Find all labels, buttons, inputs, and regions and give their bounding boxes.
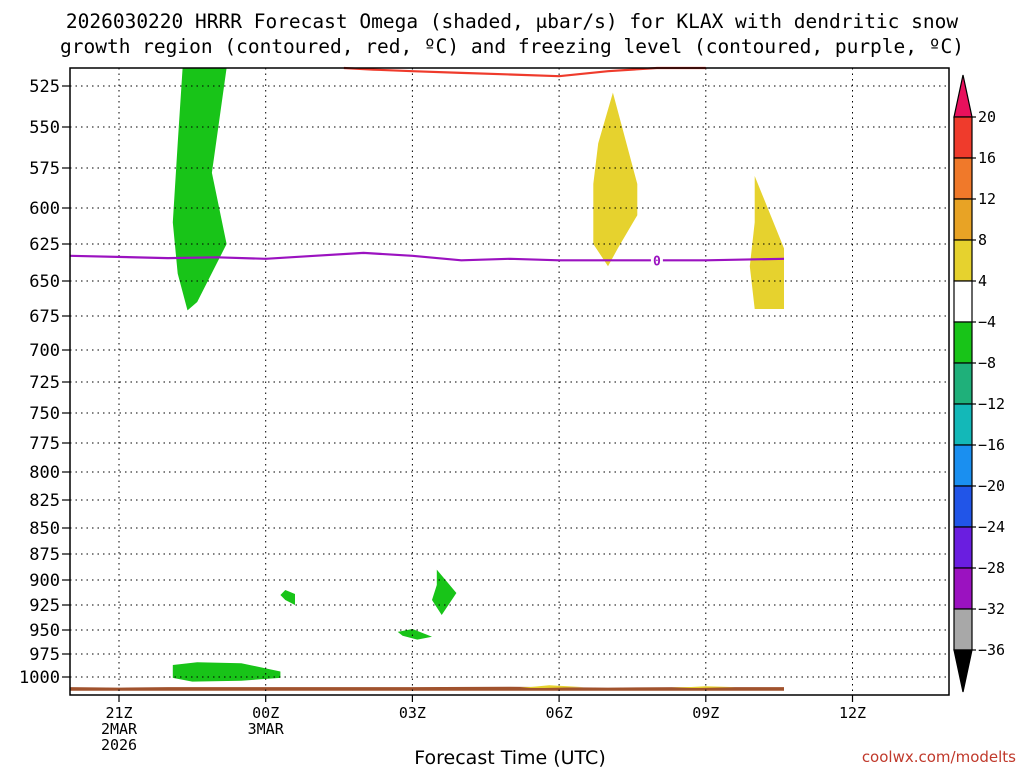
colorbar-label: 4 [978,272,987,290]
colorbar-band [953,239,973,282]
colorbar-label: −20 [978,477,1005,495]
colorbar-band [953,485,973,528]
pressure-axis: 525 550 575 600 625 650 675 700 725 750 775 800 825 8… [19,77,70,688]
y-tick-label: 650 [29,272,60,292]
y-tick-label: 850 [29,519,60,539]
colorbar-label: −16 [978,436,1005,454]
x-tick-label: 12Z [839,704,866,722]
freezing-level-label: 0 [653,254,661,269]
x-tick-label: 2026 [101,736,137,754]
omega-region-negative-2 [172,662,281,682]
y-tick-label: 625 [29,235,60,255]
dgz-contour-line [343,66,706,78]
x-tick-label: 3MAR [248,720,285,738]
y-tick-label: 925 [29,596,60,616]
terrain-fill [70,686,785,691]
colorbar: 20 16 12 8 4 −4 −8 −12 −16 −20 −24 −28 −32 −36 [953,74,1005,693]
y-tick-label: 975 [29,645,60,665]
colorbar-label: 8 [978,231,987,249]
source-credit: coolwx.com/modelts [862,748,1016,766]
colorbar-label: −28 [978,559,1005,577]
omega-region-positive-7 [749,176,784,309]
x-tick-label: 03Z [399,704,426,722]
colorbar-top-arrow [953,74,973,118]
y-tick-label: 700 [29,341,60,361]
colorbar-band [953,362,973,405]
colorbar-label: 20 [978,108,996,126]
contour-label-bg [650,252,663,267]
y-tick-label: 900 [29,571,60,591]
colorbar-label: 12 [978,190,996,208]
colorbar-band [953,116,973,159]
y-tick-label: 750 [29,404,60,424]
colorbar-bottom-arrow [953,649,973,693]
y-tick-label: 550 [29,118,60,138]
colorbar-band [953,321,973,364]
colorbar-band [953,198,973,241]
colorbar-band [953,157,973,200]
colorbar-band [953,444,973,487]
x-tick-label: 2MAR [101,720,138,738]
y-tick-label: 1000 [19,668,60,688]
omega-region-negative-3 [280,590,295,605]
colorbar-label: 16 [978,149,996,167]
colorbar-label: −32 [978,600,1005,618]
omega-region-positive-8 [520,685,584,688]
x-tick-label: 06Z [546,704,573,722]
colorbar-band [953,280,973,323]
chart-title-line2: growth region (contoured, red, ºC) and f… [60,35,964,58]
y-tick-label: 775 [29,434,60,454]
chart-title-line1: 2026030220 HRRR Forecast Omega (shaded, … [66,10,958,33]
colorbar-band [953,608,973,651]
x-tick-label: 21Z [105,704,132,722]
y-tick-label: 600 [29,199,60,219]
colorbar-band [953,567,973,610]
y-tick-label: 525 [29,77,60,97]
y-tick-label: 725 [29,373,60,393]
colorbar-band [953,526,973,569]
y-tick-label: 825 [29,491,60,511]
terrain-area [70,686,785,691]
omega-region-negative-1 [172,68,227,311]
x-tick-label: 09Z [692,704,719,722]
omega-region-positive-9 [671,686,736,688]
plot-grid [70,68,949,695]
omega-region-positive-6 [593,92,638,267]
x-axis-title: Forecast Time (UTC) [414,747,605,768]
y-tick-label: 950 [29,621,60,641]
contour-lines: 0 [70,66,785,269]
colorbar-label: −36 [978,641,1005,659]
y-tick-label: 675 [29,307,60,327]
colorbar-label: −12 [978,395,1005,413]
colorbar-label: −8 [978,354,996,372]
y-tick-label: 875 [29,545,60,565]
omega-region-negative-4 [397,629,432,640]
omega-region-negative-5 [432,569,457,615]
colorbar-band [953,403,973,446]
colorbar-label: −24 [978,518,1005,536]
y-tick-label: 800 [29,463,60,483]
colorbar-label: −4 [978,313,996,331]
omega-shaded-regions [172,68,784,688]
x-tick-label: 00Z [252,704,279,722]
y-tick-label: 575 [29,159,60,179]
freezing-level-line [70,251,785,262]
